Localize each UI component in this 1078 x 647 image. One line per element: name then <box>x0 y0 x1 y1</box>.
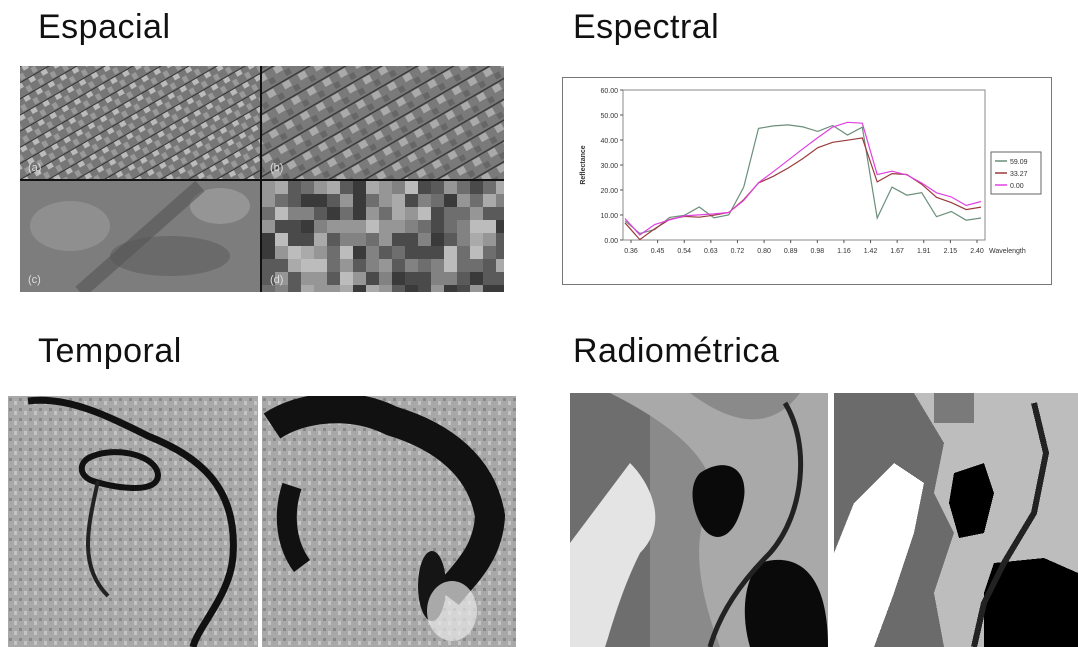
spatial-resolution-image: (a) (b) (c) (d) <box>20 66 504 292</box>
y-tick-label: 50.00 <box>600 113 618 120</box>
x-tick-label: 0.54 <box>677 248 691 255</box>
radiometric-image-low <box>834 393 1078 647</box>
title-temporal: Temporal <box>38 332 182 370</box>
title-espectral: Espectral <box>573 8 720 46</box>
spectral-chart-svg: 0.00 10.00 20.00 30.00 40.00 50.00 60.00 0.36 0.… <box>580 88 1042 255</box>
title-radiometrica: Radiométrica <box>573 332 780 370</box>
temporal-image-before <box>8 396 258 647</box>
spatial-panel-b <box>262 66 504 179</box>
temporal-image-after <box>262 396 516 647</box>
spatial-label-d: (d) <box>270 274 284 286</box>
x-tick-label: 0.80 <box>757 248 771 255</box>
title-espacial: Espacial <box>38 8 171 46</box>
y-tick-label: 60.00 <box>600 88 618 95</box>
x-tick-label: 0.89 <box>784 248 798 255</box>
x-tick-label: 0.72 <box>731 248 745 255</box>
legend-label: 59.09 <box>1010 159 1028 166</box>
y-tick-label: 10.00 <box>600 213 618 220</box>
x-tick-label: 1.16 <box>837 248 851 255</box>
x-tick-label: 1.91 <box>917 248 931 255</box>
y-tick-label: 40.00 <box>600 138 618 145</box>
y-tick-label: 20.00 <box>600 188 618 195</box>
spatial-label-a: (a) <box>28 162 42 174</box>
spatial-mosaic <box>20 66 504 292</box>
spatial-label-b: (b) <box>270 162 284 174</box>
spatial-panel-a <box>20 66 260 179</box>
x-axis-label: Wavelength <box>989 248 1026 255</box>
y-axis-label: Reflectance <box>580 145 587 184</box>
x-tick-label: 0.45 <box>651 248 665 255</box>
spatial-panel-c <box>20 180 260 292</box>
y-tick-label: 0.00 <box>604 238 618 245</box>
spatial-label-c: (c) <box>28 274 41 286</box>
x-tick-label: 1.42 <box>864 248 878 255</box>
spectral-chart: 0.00 10.00 20.00 30.00 40.00 50.00 60.00 0.36 0.… <box>562 77 1052 285</box>
legend-box <box>990 151 1042 195</box>
y-tick-label: 30.00 <box>600 163 618 170</box>
x-tick-label: 0.98 <box>810 248 824 255</box>
x-tick-label: 1.67 <box>890 248 904 255</box>
spatial-panel-d <box>262 181 504 292</box>
radiometric-image-high <box>570 393 828 647</box>
legend-label: 33.27 <box>1010 171 1028 178</box>
series-line-0-00 <box>624 121 982 236</box>
x-tick-label: 0.63 <box>704 248 718 255</box>
x-tick-label: 2.15 <box>944 248 958 255</box>
x-tick-label: 0.36 <box>624 248 638 255</box>
legend-label: 0.00 <box>1010 183 1024 190</box>
x-tick-label: 2.40 <box>970 248 984 255</box>
